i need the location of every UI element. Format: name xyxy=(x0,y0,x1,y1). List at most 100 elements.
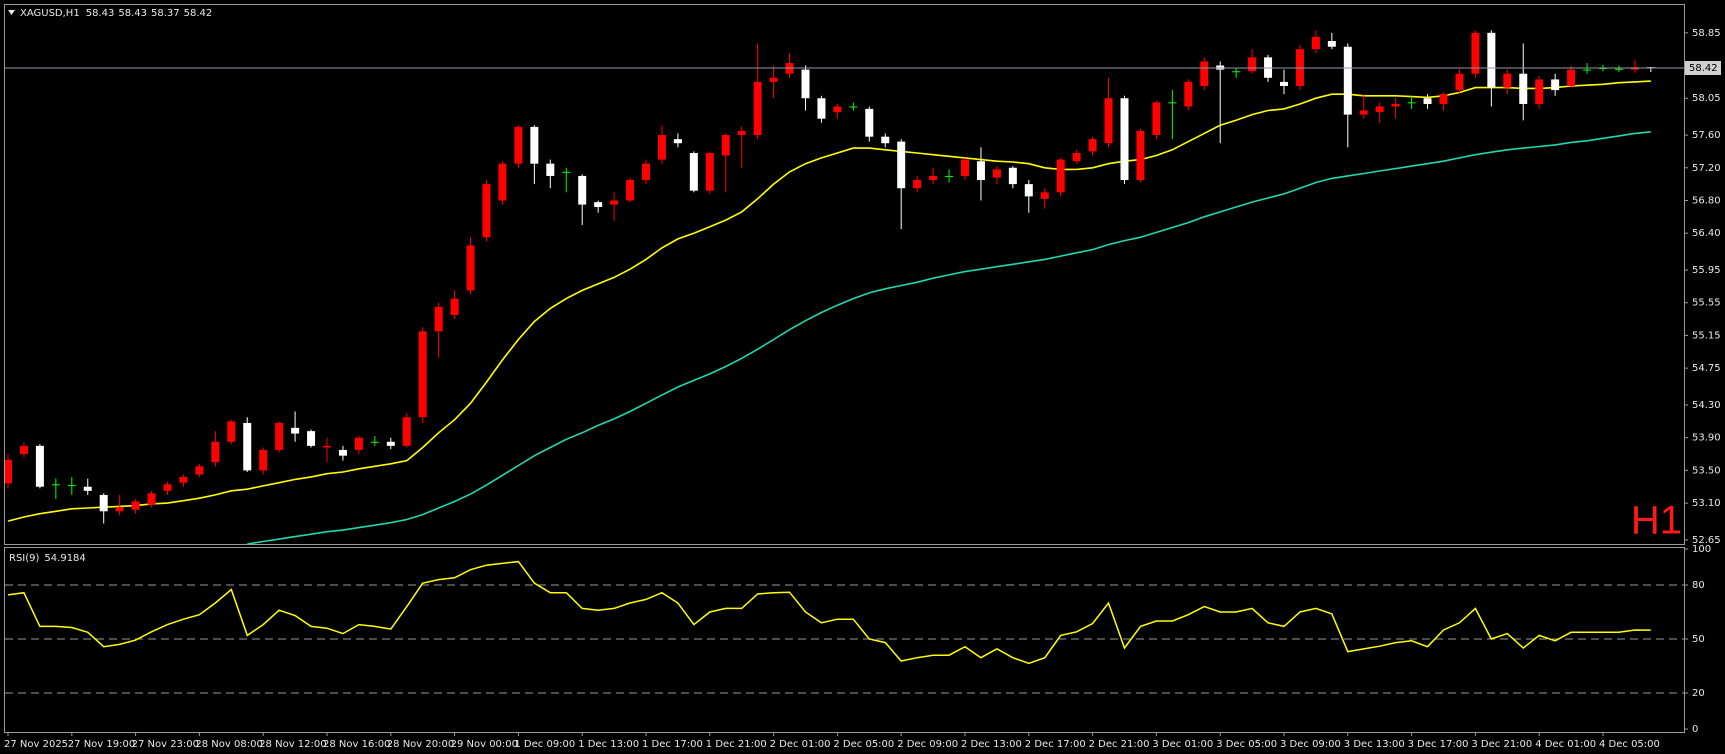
candle-body xyxy=(323,445,331,448)
rsi-title: RSI(9) xyxy=(9,553,40,564)
x-tick-label: 27 Nov 23:00 xyxy=(132,739,199,750)
candle-body xyxy=(1423,98,1432,104)
x-tick-label: 2 Dec 05:00 xyxy=(833,739,894,750)
candle-body xyxy=(721,135,730,156)
candle-body xyxy=(402,417,411,446)
current-price-tag xyxy=(1685,60,1721,75)
candle-body xyxy=(849,106,858,108)
x-tick-label: 3 Dec 09:00 xyxy=(1280,739,1341,750)
candle-body xyxy=(83,486,92,491)
candle-body xyxy=(1375,106,1384,113)
symbol-menu-arrow[interactable] xyxy=(8,10,15,15)
rsi-tick-label: 50 xyxy=(1692,634,1705,645)
x-tick-label: 3 Dec 13:00 xyxy=(1344,739,1405,750)
y-tick-label: 54.30 xyxy=(1692,400,1721,411)
candle-body xyxy=(913,180,922,189)
candle-body xyxy=(307,431,316,446)
candle-body xyxy=(594,202,603,208)
x-tick-label: 3 Dec 17:00 xyxy=(1408,739,1469,750)
timeframe-watermark: H1 xyxy=(1631,499,1682,543)
x-tick-label: 28 Nov 08:00 xyxy=(195,739,262,750)
y-tick-label: 58.85 xyxy=(1692,28,1721,39)
candle-body xyxy=(673,139,682,144)
rsi-tick-label: 0 xyxy=(1692,724,1698,735)
candle-body xyxy=(865,108,874,137)
candle-body xyxy=(737,130,746,136)
candle-body xyxy=(163,484,172,491)
candle-body xyxy=(434,306,443,332)
candle-body xyxy=(1614,68,1623,70)
y-tick-label: 57.20 xyxy=(1692,163,1721,174)
candle-body xyxy=(1567,69,1576,86)
x-tick-label: 27 Nov 2025 xyxy=(4,739,68,750)
rsi-line xyxy=(7,560,1651,665)
candle-body xyxy=(147,493,156,505)
candle-body xyxy=(1327,40,1336,47)
candle-body xyxy=(578,175,587,205)
candle-body xyxy=(243,422,252,471)
candle-body xyxy=(1248,57,1257,72)
rsi-tick-label: 80 xyxy=(1692,580,1705,591)
rsi-pane-frame xyxy=(4,547,1685,733)
candle-body xyxy=(1136,130,1145,181)
candle-body xyxy=(514,126,523,164)
candle-body xyxy=(1583,69,1592,71)
candle-body xyxy=(1056,159,1065,193)
rsi-plot xyxy=(7,560,1651,665)
candle-body xyxy=(929,175,938,181)
y-tick-label: 55.95 xyxy=(1692,265,1721,276)
x-tick-label: 28 Nov 20:00 xyxy=(387,739,454,750)
header-low: 58.37 xyxy=(151,8,180,19)
candle-body xyxy=(386,441,395,446)
candle-body xyxy=(1200,61,1209,86)
candle-body xyxy=(51,484,60,486)
x-tick-label: 3 Dec 21:00 xyxy=(1471,739,1532,750)
candle-body xyxy=(945,175,954,177)
candle-body xyxy=(753,81,762,136)
candle-body xyxy=(195,466,204,475)
x-tick-label: 2 Dec 09:00 xyxy=(897,739,958,750)
candle-body xyxy=(833,106,842,113)
candle-body xyxy=(992,169,1001,178)
rsi-current-value: 54.9184 xyxy=(44,553,85,564)
candle-body xyxy=(1040,192,1049,199)
y-tick-label: 54.75 xyxy=(1692,363,1721,374)
candle-body xyxy=(897,141,906,189)
x-tick-label: 29 Nov 00:00 xyxy=(451,739,518,750)
candle-body xyxy=(35,445,44,487)
header-close: 58.42 xyxy=(184,8,213,19)
y-tick-label: 56.40 xyxy=(1692,228,1721,239)
candle-body xyxy=(530,126,539,164)
candle-body xyxy=(99,494,108,512)
candle-body xyxy=(5,459,12,484)
candle-body xyxy=(482,184,491,238)
candle-body xyxy=(370,441,379,443)
candle-body xyxy=(450,298,459,315)
candle-body xyxy=(115,507,124,512)
rsi-tick-label: 100 xyxy=(1692,544,1711,555)
candle-body xyxy=(801,69,810,99)
candle-body xyxy=(1120,98,1129,181)
candle-body xyxy=(1072,153,1081,162)
candle-body xyxy=(817,98,826,119)
y-tick-label: 53.90 xyxy=(1692,433,1721,444)
candle-body xyxy=(1455,73,1464,91)
x-tick-label: 2 Dec 21:00 xyxy=(1089,739,1150,750)
rsi-tick-label: 20 xyxy=(1692,688,1705,699)
candle-body xyxy=(354,437,363,450)
candle-body xyxy=(1519,73,1528,104)
candle-body xyxy=(1551,79,1560,91)
candle-body xyxy=(1391,103,1400,107)
y-tick-label: 53.50 xyxy=(1692,465,1721,476)
main-pane-frame xyxy=(4,4,1685,545)
y-tick-label: 56.80 xyxy=(1692,195,1721,206)
symbol-label: XAGUSD,H1 xyxy=(20,8,80,19)
candle-body xyxy=(275,422,284,450)
candle-body xyxy=(227,421,236,442)
candle-body xyxy=(626,180,635,201)
candle-body xyxy=(466,245,475,291)
main-plot xyxy=(5,30,1655,544)
